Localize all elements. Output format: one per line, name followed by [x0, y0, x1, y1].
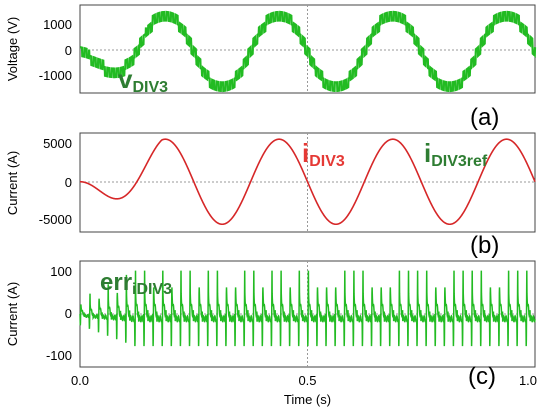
y-axis-label-a: Voltage (V) [5, 17, 20, 81]
ytick-c-neg100: -100 [46, 348, 72, 363]
ytick-c-0: 0 [65, 306, 72, 321]
ytick-a-neg1000: -1000 [39, 68, 72, 83]
annotation-erriDIV3: erriDIV3 [100, 269, 172, 298]
annotation-erriDIV3-main: err [100, 269, 132, 296]
annotation-iDIV3-sub: DIV3 [309, 153, 345, 170]
ytick-a-1000: 1000 [43, 17, 72, 32]
series-line-iDIV3 [80, 138, 536, 226]
panel-label-b: (b) [470, 232, 499, 259]
annotation-erriDIV3-sub: iDIV3 [132, 281, 172, 298]
panel-b: 5000 0 -5000 Current (A) iDIV3 iDIV3ref … [5, 132, 536, 259]
series-line-erriDIV3 [79, 270, 536, 347]
annotation-iDIV3ref-sub: DIV3ref [431, 153, 488, 170]
ytick-b-neg5000: -5000 [39, 212, 72, 227]
annotation-iDIV3-main: i [302, 138, 309, 168]
panel-label-a: (a) [470, 104, 499, 131]
panel-c: 100 0 -100 Current (A) 0.0 0.5 1.0 Time … [5, 260, 537, 407]
annotation-iDIV3: iDIV3 [302, 138, 345, 170]
series-line-vDIV3 [79, 10, 537, 93]
panel-a: 1000 0 -1000 Voltage (V) vDIV3 (a) [5, 4, 537, 131]
panel-label-c: (c) [468, 363, 496, 390]
ytick-c-100: 100 [50, 264, 72, 279]
annotation-vDIV3-main: v [118, 64, 133, 94]
annotation-vDIV3-sub: DIV3 [132, 79, 168, 96]
annotation-iDIV3ref: iDIV3ref [424, 138, 488, 170]
xtick-c-1.0: 1.0 [519, 373, 537, 388]
y-axis-label-b: Current (A) [5, 151, 20, 215]
annotation-vDIV3: vDIV3 [118, 64, 168, 96]
y-axis-label-c: Current (A) [5, 282, 20, 346]
xtick-c-0: 0.0 [71, 373, 89, 388]
annotation-iDIV3ref-main: i [424, 138, 431, 168]
ytick-b-5000: 5000 [43, 136, 72, 151]
x-axis-label: Time (s) [284, 392, 331, 407]
xtick-c-0.5: 0.5 [298, 373, 316, 388]
ytick-a-0: 0 [65, 43, 72, 58]
ytick-b-0: 0 [65, 175, 72, 190]
